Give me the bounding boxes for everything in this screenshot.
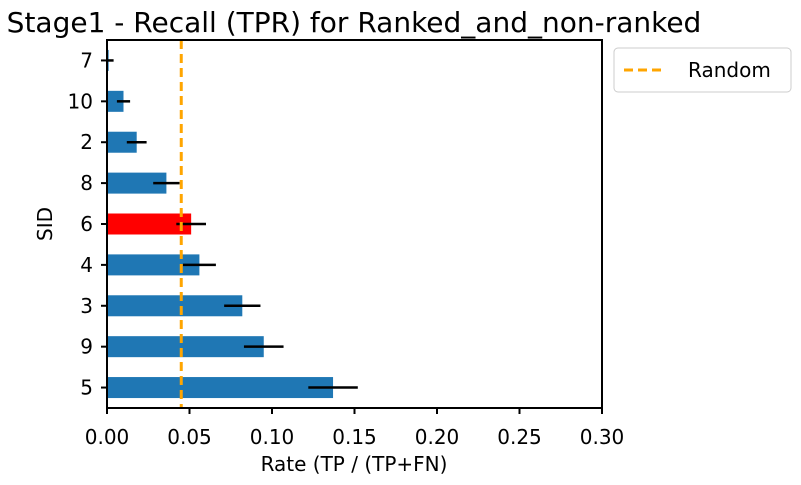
y-tick-label: 9 xyxy=(80,335,93,359)
x-tick-label: 0.00 xyxy=(85,425,130,449)
y-tick-label: 4 xyxy=(80,253,93,277)
bar-sid-8 xyxy=(107,172,167,194)
x-tick-label: 0.15 xyxy=(332,425,377,449)
bar-sid-9 xyxy=(107,336,264,358)
x-tick-label: 0.05 xyxy=(167,425,212,449)
x-tick-label: 0.10 xyxy=(250,425,295,449)
y-tick-label: 8 xyxy=(80,171,93,195)
y-tick-label: 3 xyxy=(80,294,93,318)
y-tick-label: 2 xyxy=(80,130,93,154)
legend: Random xyxy=(613,47,792,93)
y-tick-label: 5 xyxy=(80,376,93,400)
legend-box xyxy=(613,47,792,93)
x-axis-ticks: 0.00 0.05 0.10 0.15 0.20 0.25 0.30 xyxy=(85,408,625,449)
bar-sid-10 xyxy=(107,90,124,112)
chart-title: Stage1 - Recall (TPR) for Ranked_and_non… xyxy=(7,6,702,39)
y-tick-label: 7 xyxy=(80,48,93,72)
bar-sid-4 xyxy=(107,254,200,276)
x-tick-label: 0.25 xyxy=(497,425,542,449)
legend-random-label: Random xyxy=(688,58,771,82)
y-tick-label: 6 xyxy=(80,212,93,236)
y-axis-label: SID xyxy=(33,207,57,241)
y-tick-label: 10 xyxy=(68,89,93,113)
bar-sid-5 xyxy=(107,377,334,399)
x-tick-label: 0.20 xyxy=(415,425,460,449)
y-axis-ticks: 5 9 3 4 6 8 2 10 7 xyxy=(68,48,107,400)
bar-sid-6 xyxy=(107,213,192,235)
bar-sid-3 xyxy=(107,295,243,317)
x-axis-label: Rate (TP / (TP+FN) xyxy=(261,452,448,476)
bar-sid-2 xyxy=(107,131,137,153)
bars-layer xyxy=(107,49,334,399)
x-tick-label: 0.30 xyxy=(580,425,625,449)
